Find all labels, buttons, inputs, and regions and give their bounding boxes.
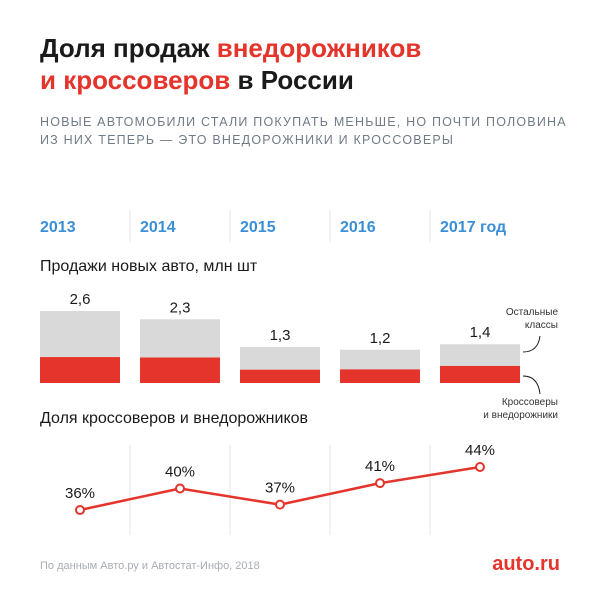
share-value-label: 40% <box>165 464 195 481</box>
legend-other-label: классы <box>525 320 558 331</box>
year-label: 2014 <box>140 219 176 236</box>
sales-chart-title: Продажи новых авто, млн шт <box>40 258 258 275</box>
year-label: 2017 год <box>440 219 507 236</box>
share-value-label: 44% <box>465 442 495 459</box>
bar-suv-crossover <box>140 357 220 383</box>
legend-suv-label: и внедорожники <box>483 410 558 421</box>
share-value-label: 36% <box>65 485 95 502</box>
bar-value-label: 1,3 <box>270 327 291 344</box>
share-point <box>275 499 285 510</box>
legend-other-leader <box>522 335 541 353</box>
bar-other-classes <box>140 319 220 358</box>
title-part-1: Доля продаж <box>40 33 217 63</box>
year-label: 2015 <box>240 219 276 236</box>
legend-suv-leader <box>522 375 541 395</box>
bar-suv-crossover <box>440 365 520 383</box>
bar-suv-crossover <box>40 357 120 383</box>
title-accent-1: внедорожников <box>216 33 422 63</box>
title-accent-2: и кроссоверов <box>40 65 231 95</box>
bar-other-classes <box>40 310 120 358</box>
bar-suv-crossover <box>340 369 420 383</box>
title-part-2: в России <box>230 65 354 95</box>
bar-other-classes <box>240 346 320 370</box>
bar-value-label: 2,6 <box>70 291 91 308</box>
legend-other-label: Остальные <box>506 307 559 318</box>
source-note: По данным Авто.ру и Автостат-Инфо, 2018 <box>40 560 260 572</box>
bar-other-classes <box>340 349 420 370</box>
share-point <box>375 478 385 489</box>
year-label: 2013 <box>40 219 76 236</box>
bar-value-label: 1,2 <box>370 330 391 347</box>
share-point <box>475 462 485 472</box>
bar-value-label: 1,4 <box>470 324 491 341</box>
subtitle: Новые автомобили стали покупать меньше, … <box>40 115 567 147</box>
page-title: Доля продаж внедорожников и кроссоверов … <box>40 32 421 96</box>
bar-suv-crossover <box>240 369 320 383</box>
legend-suv-label: Кроссоверы <box>502 397 558 408</box>
year-label: 2016 <box>340 219 376 236</box>
bar-value-label: 2,3 <box>170 299 191 316</box>
share-value-label: 41% <box>365 458 395 475</box>
share-point <box>175 483 185 494</box>
share-chart-title: Доля кроссоверов и внедорожников <box>40 410 309 427</box>
bar-other-classes <box>440 344 520 366</box>
share-point <box>75 505 85 515</box>
auto-ru-logo: auto.ru <box>492 553 560 575</box>
share-value-label: 37% <box>265 480 295 497</box>
